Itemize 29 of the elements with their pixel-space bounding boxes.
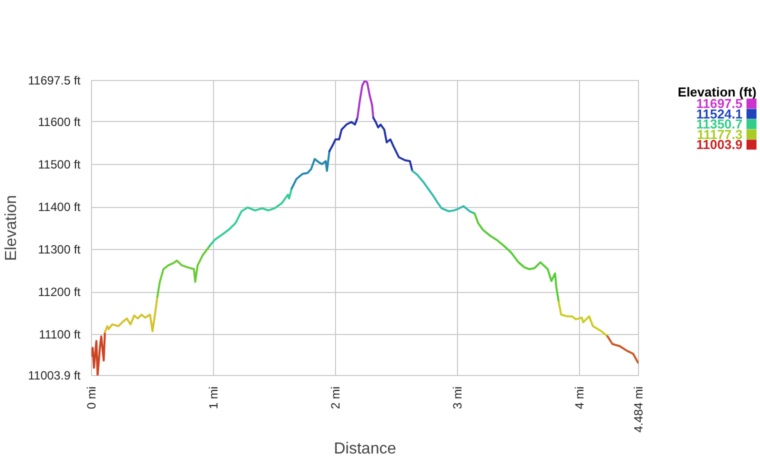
line-series bbox=[156, 244, 211, 298]
color-bar-title: Elevation (ft) bbox=[678, 84, 757, 100]
line-series bbox=[356, 80, 374, 119]
y-tick-label: 11200 ft bbox=[38, 285, 82, 300]
x-tick-label: 3 mi bbox=[450, 386, 464, 410]
line-series bbox=[104, 296, 158, 334]
line-series bbox=[328, 116, 358, 152]
x-tick-label: 2 mi bbox=[328, 386, 342, 410]
y-axis-title: Elevation bbox=[3, 195, 20, 261]
y-tick-label: 11600 ft bbox=[38, 114, 82, 129]
line-series bbox=[208, 188, 293, 247]
y-tick-label: 11400 ft bbox=[38, 200, 82, 214]
x-tick-label: 4 mi bbox=[572, 386, 586, 410]
y-tick-label: 11697.5 ft bbox=[28, 74, 82, 88]
x-tick-label: 0 mi bbox=[84, 386, 98, 410]
line-series bbox=[474, 212, 560, 303]
line-series bbox=[372, 116, 414, 172]
line-series bbox=[92, 331, 106, 376]
line-series bbox=[558, 300, 609, 338]
line-series bbox=[411, 170, 476, 214]
x-tick-label: 1 mi bbox=[206, 386, 220, 410]
y-tick-label: 11100 ft bbox=[38, 328, 82, 342]
y-tick-label: 11500 ft bbox=[38, 158, 82, 172]
y-tick-label: 11300 ft bbox=[38, 242, 82, 257]
line-series bbox=[290, 150, 330, 190]
y-tick-label: 11003.9 ft bbox=[28, 368, 82, 382]
x-tick-label: 4.484 mi bbox=[632, 386, 646, 433]
x-axis-title: Distance bbox=[334, 440, 396, 458]
line-series bbox=[606, 335, 638, 364]
